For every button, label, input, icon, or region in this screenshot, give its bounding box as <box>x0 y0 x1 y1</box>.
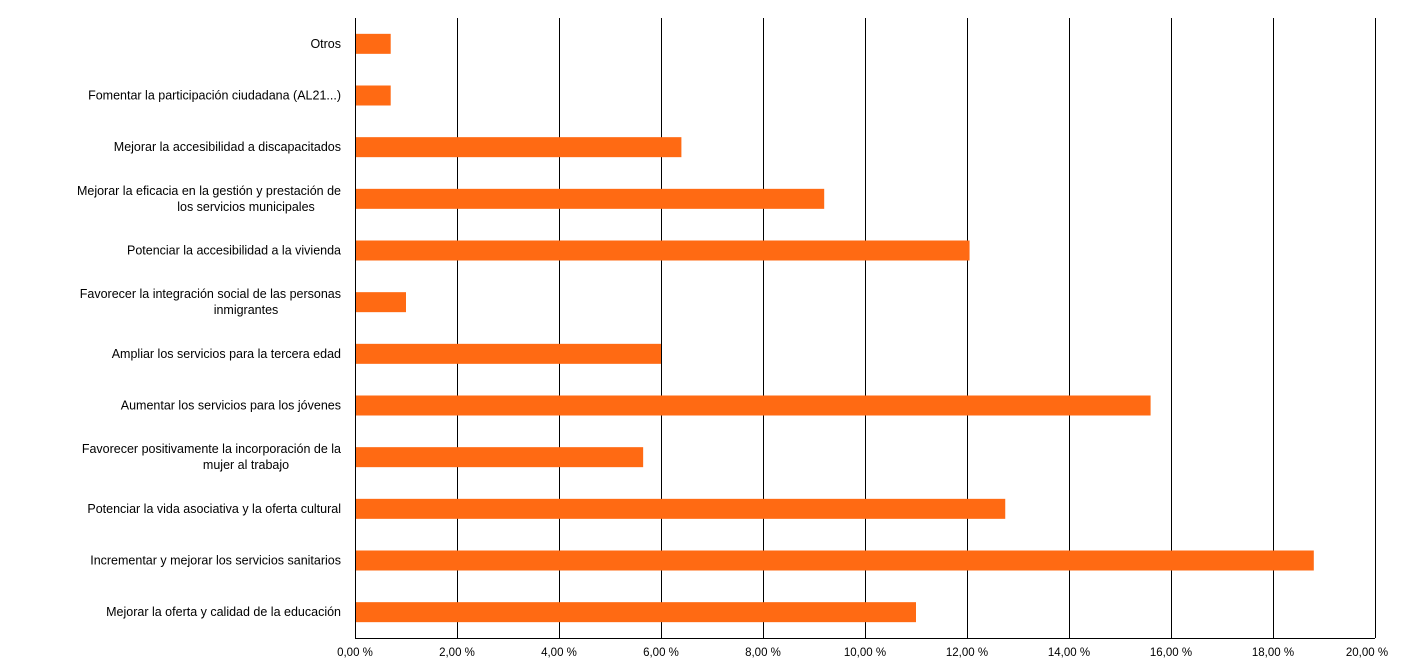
category-label-7: Aumentar los servicios para los jóvenes <box>121 399 341 413</box>
x-tick-label-3: 6,00 % <box>643 647 679 659</box>
x-tick-label-9: 18,00 % <box>1252 647 1294 659</box>
category-label-1: Fomentar la participación ciudadana (AL2… <box>88 89 341 103</box>
category-label-6: Ampliar los servicios para la tercera ed… <box>112 347 341 361</box>
x-tick-label-8: 16,00 % <box>1150 647 1192 659</box>
category-label-2: Mejorar la accesibilidad a discapacitado… <box>114 140 341 154</box>
bar-9 <box>356 498 1006 519</box>
category-label-0: Otros <box>310 37 341 51</box>
bar-0 <box>356 33 391 54</box>
x-tick-label-0: 0,00 % <box>337 647 373 659</box>
category-label-4: Potenciar la accesibilidad a la vivienda <box>127 244 341 258</box>
bar-11 <box>356 602 916 623</box>
bar-10 <box>356 550 1314 571</box>
category-label-5: Favorecer la integración social de las p… <box>80 287 341 317</box>
x-tick-label-1: 2,00 % <box>439 647 475 659</box>
x-tick-label-6: 12,00 % <box>946 647 988 659</box>
category-label-10: Incrementar y mejorar los servicios sani… <box>90 554 341 568</box>
category-label-8: Favorecer positivamente la incorporación… <box>82 442 341 472</box>
bar-4 <box>356 240 970 261</box>
bar-7 <box>356 395 1151 416</box>
category-label-3: Mejorar la eficacia en la gestión y pres… <box>77 184 341 214</box>
bar-8 <box>356 447 644 468</box>
x-tick-label-5: 10,00 % <box>844 647 886 659</box>
bar-1 <box>356 85 391 106</box>
bar-5 <box>356 292 406 313</box>
x-tick-label-7: 14,00 % <box>1048 647 1090 659</box>
x-tick-label-2: 4,00 % <box>541 647 577 659</box>
bar-2 <box>356 137 682 158</box>
x-tick-label-10: 20,00 % <box>1346 647 1388 659</box>
category-label-11: Mejorar la oferta y calidad de la educac… <box>106 605 341 619</box>
bar-6 <box>356 343 661 364</box>
category-label-9: Potenciar la vida asociativa y la oferta… <box>87 502 341 516</box>
bar-3 <box>356 188 825 209</box>
x-tick-label-4: 8,00 % <box>745 647 781 659</box>
